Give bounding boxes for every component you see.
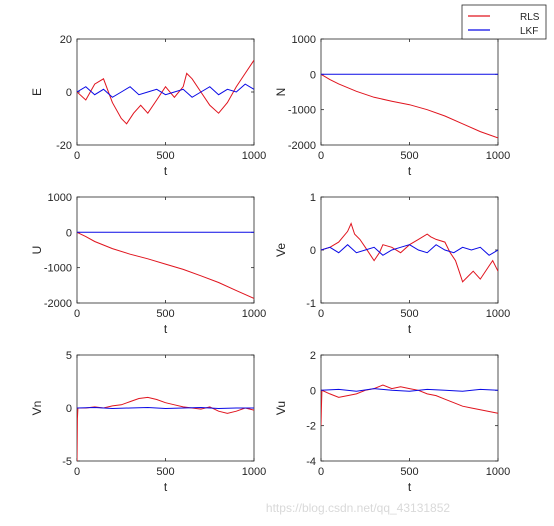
- y-tick-label: 1: [310, 192, 316, 204]
- x-tick-label: 0: [318, 308, 324, 320]
- y-axis-label: U: [30, 246, 44, 255]
- subplot-n: 0 500 1000 -2000 -1000 0 1000 t N: [274, 34, 510, 178]
- x-tick-label: 0: [318, 466, 324, 478]
- x-axis-label: t: [164, 480, 168, 494]
- x-tick-label: 1000: [242, 308, 266, 320]
- subplot-u: 0 500 1000 -2000 -1000 0 1000 t U: [30, 192, 266, 336]
- x-tick-label: 500: [400, 308, 418, 320]
- series-line-rls: [77, 231, 254, 299]
- x-tick-label: 0: [74, 466, 80, 478]
- y-axis-label: E: [30, 88, 44, 96]
- x-tick-label: 1000: [242, 150, 266, 162]
- x-tick-label: 1000: [486, 466, 510, 478]
- y-tick-label: -20: [56, 140, 72, 152]
- y-axis-label: Ve: [274, 243, 288, 257]
- series-line-lkf: [321, 388, 498, 392]
- y-tick-label: 0: [310, 385, 316, 397]
- series-line-lkf: [77, 83, 254, 98]
- x-axis-label: t: [408, 480, 412, 494]
- y-tick-label: -1000: [288, 105, 316, 117]
- legend-label-lkf: LKF: [520, 26, 538, 37]
- x-tick-label: 1000: [486, 308, 510, 320]
- axes-box: [320, 38, 499, 146]
- x-tick-label: 500: [400, 150, 418, 162]
- series-line-lkf: [321, 244, 498, 256]
- x-axis-label: t: [408, 164, 412, 178]
- y-tick-label: 5: [66, 350, 72, 362]
- x-tick-label: 500: [156, 150, 174, 162]
- y-tick-label: 0: [66, 403, 72, 415]
- y-tick-label: 0: [310, 69, 316, 81]
- y-tick-label: 20: [60, 34, 72, 46]
- series-line-rls: [321, 73, 498, 139]
- y-axis-label: Vn: [30, 401, 44, 416]
- y-tick-label: 0: [66, 87, 72, 99]
- x-axis-label: t: [164, 322, 168, 336]
- watermark: https://blog.csdn.net/qq_43131852: [266, 501, 450, 515]
- y-tick-label: 0: [66, 227, 72, 239]
- subplot-vu: 0 500 1000 -4 -2 0 2 t Vu: [274, 350, 510, 494]
- legend: RLS LKF: [461, 4, 547, 40]
- y-tick-label: 0: [310, 245, 316, 257]
- y-tick-label: -5: [62, 456, 72, 468]
- axes-box: [76, 38, 255, 146]
- x-tick-label: 0: [74, 150, 80, 162]
- axes-box: [76, 196, 255, 304]
- y-tick-label: -1000: [44, 263, 72, 275]
- series-line-lkf: [77, 406, 254, 410]
- x-axis-label: t: [408, 322, 412, 336]
- series-line-rls: [77, 396, 254, 461]
- y-tick-label: 1000: [48, 192, 72, 204]
- y-tick-label: -4: [306, 456, 316, 468]
- x-tick-label: 500: [156, 466, 174, 478]
- y-tick-label: -2000: [288, 140, 316, 152]
- y-axis-label: N: [274, 88, 288, 97]
- x-tick-label: 0: [318, 150, 324, 162]
- x-axis-label: t: [164, 164, 168, 178]
- x-tick-label: 1000: [486, 150, 510, 162]
- x-tick-label: 500: [400, 466, 418, 478]
- x-tick-label: 0: [74, 308, 80, 320]
- legend-box: [461, 4, 547, 40]
- series-line-rls: [321, 384, 498, 426]
- x-tick-label: 1000: [242, 466, 266, 478]
- series-line-rls: [321, 222, 498, 283]
- y-tick-label: -1: [306, 298, 316, 310]
- series-line-rls: [77, 59, 254, 125]
- y-tick-label: 1000: [292, 34, 316, 46]
- y-axis-label: Vu: [274, 401, 288, 415]
- y-tick-label: -2: [306, 421, 316, 433]
- x-tick-label: 500: [156, 308, 174, 320]
- legend-label-rls: RLS: [520, 12, 540, 23]
- y-tick-label: 2: [310, 350, 316, 362]
- y-tick-label: -2000: [44, 298, 72, 310]
